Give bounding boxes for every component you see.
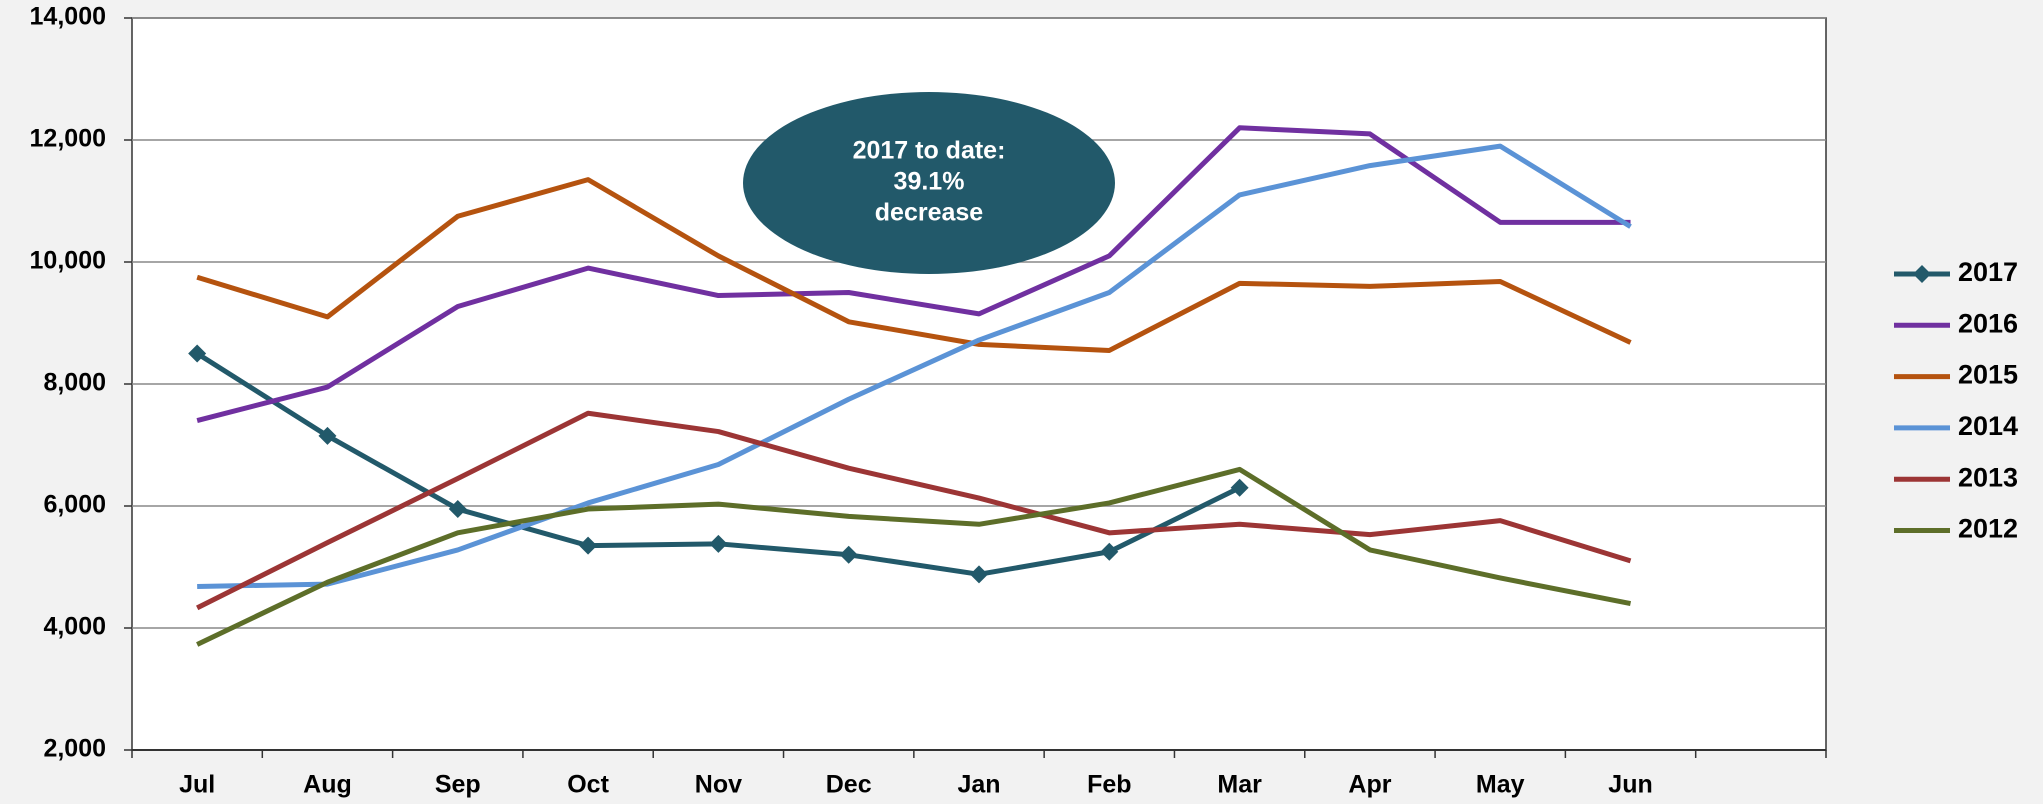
series-line — [196, 177, 1632, 353]
legend-label: 2015 — [1958, 360, 2018, 390]
x-tick-label: Mar — [1217, 771, 1262, 799]
series-line — [196, 410, 1632, 611]
y-tick-label: 8,000 — [43, 369, 106, 397]
legend-label: 2014 — [1958, 411, 2018, 441]
x-tick-label: Dec — [826, 771, 872, 799]
point-marker — [709, 534, 728, 553]
y-tick-label: 4,000 — [43, 613, 106, 641]
y-tick-label: 2,000 — [43, 735, 106, 763]
series-line — [196, 466, 1632, 647]
x-tick-label: Jul — [179, 771, 215, 799]
series-line — [197, 143, 1632, 590]
legend-label: 2013 — [1958, 462, 2018, 492]
point-marker — [579, 536, 598, 555]
y-tick-label: 10,000 — [30, 247, 106, 275]
annotation-bubble — [743, 92, 1115, 274]
x-tick-label: Nov — [695, 771, 742, 799]
x-tick-label: Jun — [1608, 771, 1652, 799]
point-marker — [448, 500, 467, 519]
point-marker — [1230, 478, 1249, 497]
series-line — [196, 125, 1631, 424]
y-tick-label: 6,000 — [43, 491, 106, 519]
point-marker — [1100, 542, 1119, 561]
point-marker — [970, 565, 988, 584]
annotation-text: 39.1% — [894, 168, 965, 196]
point-marker — [188, 344, 207, 363]
annotation-text: 2017 to date: — [853, 137, 1006, 165]
legend-label: 2012 — [1958, 514, 2018, 544]
y-tick-label: 12,000 — [30, 125, 106, 153]
legend-label: 2016 — [1958, 308, 2018, 338]
legend-label: 2017 — [1958, 257, 2018, 287]
y-tick-label: 14,000 — [30, 3, 106, 31]
x-tick-label: Jan — [957, 771, 1000, 799]
x-tick-label: Aug — [303, 771, 352, 799]
legend-marker — [1913, 265, 1931, 283]
x-tick-label: Sep — [435, 771, 481, 799]
x-tick-label: May — [1476, 771, 1525, 799]
x-tick-label: Oct — [567, 771, 609, 799]
point-marker — [318, 426, 337, 445]
annotation-text: decrease — [875, 199, 984, 227]
x-tick-label: Apr — [1348, 771, 1391, 799]
point-marker — [839, 545, 858, 564]
x-tick-label: Feb — [1087, 771, 1131, 799]
